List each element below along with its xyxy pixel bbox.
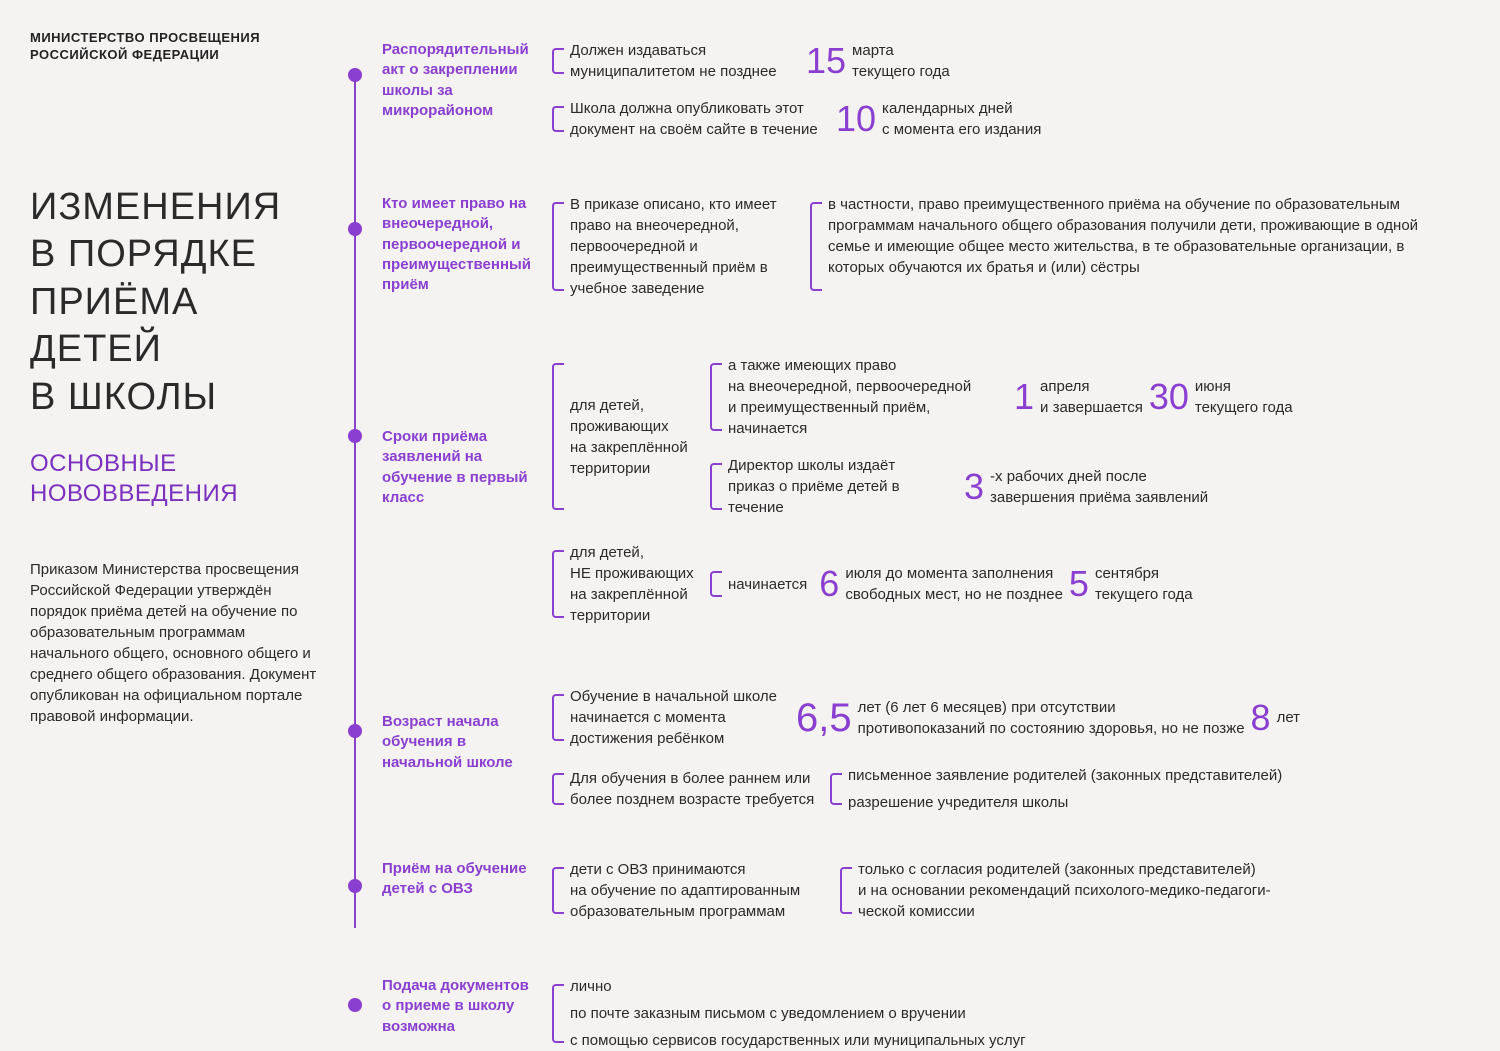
text: -х рабочих дней после завершения приёма … (990, 466, 1208, 508)
section-submission: Подача документов о приеме в школу возмо… (340, 922, 1460, 1051)
bracket-icon (552, 542, 570, 626)
bracket-icon (710, 355, 728, 439)
text: сентября текущего года (1095, 563, 1193, 605)
text: с помощью сервисов государственных или м… (570, 1030, 1026, 1051)
section-title: Распорядительный акт о закреплении школы… (382, 40, 552, 121)
section-age: Возраст начала обучения в начальной школ… (340, 626, 1460, 813)
text: письменное заявление родителей (законных… (848, 765, 1282, 786)
bracket-icon (710, 455, 728, 518)
big-number: 15 (800, 43, 852, 79)
text: для детей, НЕ проживающих на закреплённо… (570, 542, 710, 626)
text: июля до момента заполнения свободных мес… (845, 563, 1063, 605)
text: июня текущего года (1195, 376, 1293, 418)
bracket-icon (552, 686, 570, 749)
infographic-page: МИНИСТЕРСТВО ПРОСВЕЩЕНИЯ РОССИЙСКОЙ ФЕДЕ… (0, 0, 1500, 1036)
section-body: для детей, проживающих на закреплённой т… (552, 355, 1460, 626)
text: лично (570, 976, 1026, 997)
bracket-icon (840, 859, 858, 922)
section-body: лично по почте заказным письмом с уведом… (552, 976, 1460, 1051)
ministry-label: МИНИСТЕРСТВО ПРОСВЕЩЕНИЯ РОССИЙСКОЙ ФЕДЕ… (30, 30, 320, 64)
bracket-icon (810, 194, 828, 299)
intro-paragraph: Приказом Министерства просвещения Россий… (30, 559, 320, 727)
bracket-icon (552, 98, 570, 140)
big-number: 3 (958, 469, 990, 505)
bullet-icon (348, 879, 362, 893)
section-title: Возраст начала обучения в начальной школ… (382, 686, 552, 773)
big-number: 30 (1143, 379, 1195, 415)
text: только с согласия родителей (законных пр… (858, 859, 1460, 922)
section-act: Распорядительный акт о закреплении школы… (340, 30, 1460, 140)
bracket-icon (830, 765, 848, 813)
section-body: дети с ОВЗ принимаются на обучение по ад… (552, 859, 1460, 922)
bracket-icon (552, 765, 570, 813)
bullet-icon (348, 724, 362, 738)
text: календарных дней с момента его издания (882, 98, 1041, 140)
section-title: Приём на обучение детей с ОВЗ (382, 859, 552, 900)
bracket-icon (552, 194, 570, 299)
bullet-icon (348, 429, 362, 443)
big-number: 1 (1008, 379, 1040, 415)
section-title: Сроки приёма заявлений на обучение в пер… (382, 355, 552, 508)
section-title: Кто имеет право на внеочередной, первооч… (382, 194, 552, 295)
bracket-icon (710, 563, 728, 605)
section-title: Подача документов о приеме в школу возмо… (382, 976, 552, 1037)
text: разрешение учредителя школы (848, 792, 1282, 813)
big-number: 8 (1245, 700, 1277, 736)
bracket-icon (552, 40, 570, 82)
text: апреля и завершается (1040, 376, 1143, 418)
text: по почте заказным письмом с уведомлением… (570, 1003, 1026, 1024)
section-body: Должен издаваться муниципалитетом не поз… (552, 40, 1460, 140)
text: Директор школы издаёт приказ о приёме де… (728, 455, 958, 518)
text: для детей, проживающих на закреплённой т… (570, 395, 710, 479)
section-deadlines: Сроки приёма заявлений на обучение в пер… (340, 299, 1460, 626)
text: дети с ОВЗ принимаются на обучение по ад… (570, 859, 840, 922)
text: марта текущего года (852, 40, 950, 82)
bullet-icon (348, 998, 362, 1012)
text: Школа должна опубликовать этот документ … (570, 98, 830, 140)
main-title: ИЗМЕНЕНИЯ В ПОРЯДКЕ ПРИЁМА ДЕТЕЙ В ШКОЛЫ (30, 184, 320, 422)
section-rights: Кто имеет право на внеочередной, первооч… (340, 140, 1460, 299)
text: Должен издаваться муниципалитетом не поз… (570, 40, 800, 82)
big-number: 10 (830, 101, 882, 137)
big-number: 6 (813, 566, 845, 602)
text: а также имеющих право на внеочередной, п… (728, 355, 1008, 439)
text: В приказе описано, кто имеет право на вн… (570, 194, 810, 299)
text: в частности, право преимущественного при… (828, 194, 1460, 278)
bracket-icon (552, 976, 570, 1051)
bracket-icon (552, 859, 570, 922)
text: лет (6 лет 6 месяцев) при отсутствии про… (858, 697, 1245, 739)
big-number: 5 (1063, 566, 1095, 602)
section-ovz: Приём на обучение детей с ОВЗ дети с ОВЗ… (340, 813, 1460, 922)
text: лет (1277, 707, 1300, 728)
bullet-icon (348, 68, 362, 82)
subtitle: ОСНОВНЫЕ НОВОВВЕДЕНИЯ (30, 449, 320, 509)
big-number: 6,5 (790, 698, 858, 738)
bracket-icon (552, 355, 570, 518)
section-body: В приказе описано, кто имеет право на вн… (552, 194, 1460, 299)
section-body: Обучение в начальной школе начинается с … (552, 686, 1460, 813)
text: Обучение в начальной школе начинается с … (570, 686, 790, 749)
right-column: Распорядительный акт о закреплении школы… (340, 30, 1460, 1006)
text: начинается (728, 574, 813, 595)
bullet-icon (348, 222, 362, 236)
text: Для обучения в более раннем или более по… (570, 768, 830, 810)
left-column: МИНИСТЕРСТВО ПРОСВЕЩЕНИЯ РОССИЙСКОЙ ФЕДЕ… (30, 30, 340, 1006)
